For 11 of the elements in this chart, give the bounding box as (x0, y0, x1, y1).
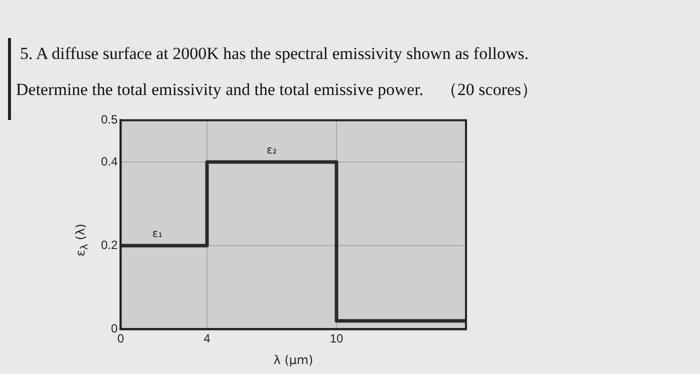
y-tick-label: 0 (110, 322, 118, 336)
y-tick-label: 0.5 (100, 112, 118, 127)
x-tick-label: 10 (330, 332, 344, 346)
y-tick-label: 0.2 (100, 238, 118, 252)
x-axis-title: λ (μm) (274, 352, 314, 367)
y-tick-label: 0.4 (100, 154, 118, 168)
x-tick-label: 4 (204, 332, 211, 346)
annotation: ε₂ (266, 143, 277, 156)
chart-title: 5. A diffuse surface at 2000K has the spectral emissivity shown as follows. (20, 44, 529, 64)
annotation: ε₁ (152, 226, 163, 240)
chart-subtitle: Determine the total emissivity and the total emissive power. （20 scores） (16, 79, 538, 101)
